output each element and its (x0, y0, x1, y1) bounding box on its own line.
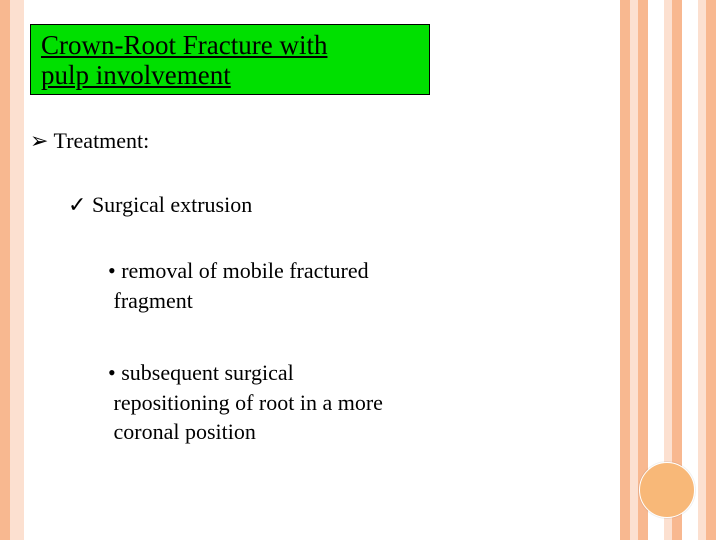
stripe (664, 0, 672, 540)
bullet-2-line-2: repositioning of root in a more (114, 390, 383, 415)
bullet-1-line-2: fragment (114, 288, 193, 313)
dot-bullet-icon: • (108, 258, 116, 283)
stripe (0, 0, 10, 540)
bullet-2-line-3: coronal position (114, 419, 256, 444)
bullet-item-1: • removal of mobile fractured fragment (108, 256, 428, 315)
title-box: Crown-Root Fracture with pulp involvemen… (30, 24, 430, 95)
slide-canvas: Crown-Root Fracture with pulp involvemen… (0, 0, 720, 540)
treatment-heading: ➢ Treatment: (30, 128, 149, 154)
stripe (638, 0, 648, 540)
stripe (630, 0, 638, 540)
bullet-1-line-1: removal of mobile fractured (121, 258, 368, 283)
title-line-1: Crown-Root Fracture with (41, 30, 327, 60)
stripe (620, 0, 630, 540)
heading-text: Treatment: (54, 128, 150, 153)
bullet-item-2: • subsequent surgical repositioning of r… (108, 358, 428, 447)
slide-title: Crown-Root Fracture with pulp involvemen… (41, 31, 419, 90)
surgical-extrusion-subheading: ✓ Surgical extrusion (68, 192, 252, 218)
arrow-bullet-icon: ➢ (30, 128, 48, 153)
circle-decoration-icon (639, 462, 695, 518)
stripe (10, 0, 24, 540)
stripe (706, 0, 716, 540)
stripe (698, 0, 706, 540)
subheading-text: Surgical extrusion (92, 192, 252, 217)
dot-bullet-icon: • (108, 360, 116, 385)
bullet-2-line-1: subsequent surgical (121, 360, 294, 385)
check-bullet-icon: ✓ (68, 192, 86, 217)
title-line-2: pulp involvement (41, 60, 231, 90)
stripe (672, 0, 682, 540)
